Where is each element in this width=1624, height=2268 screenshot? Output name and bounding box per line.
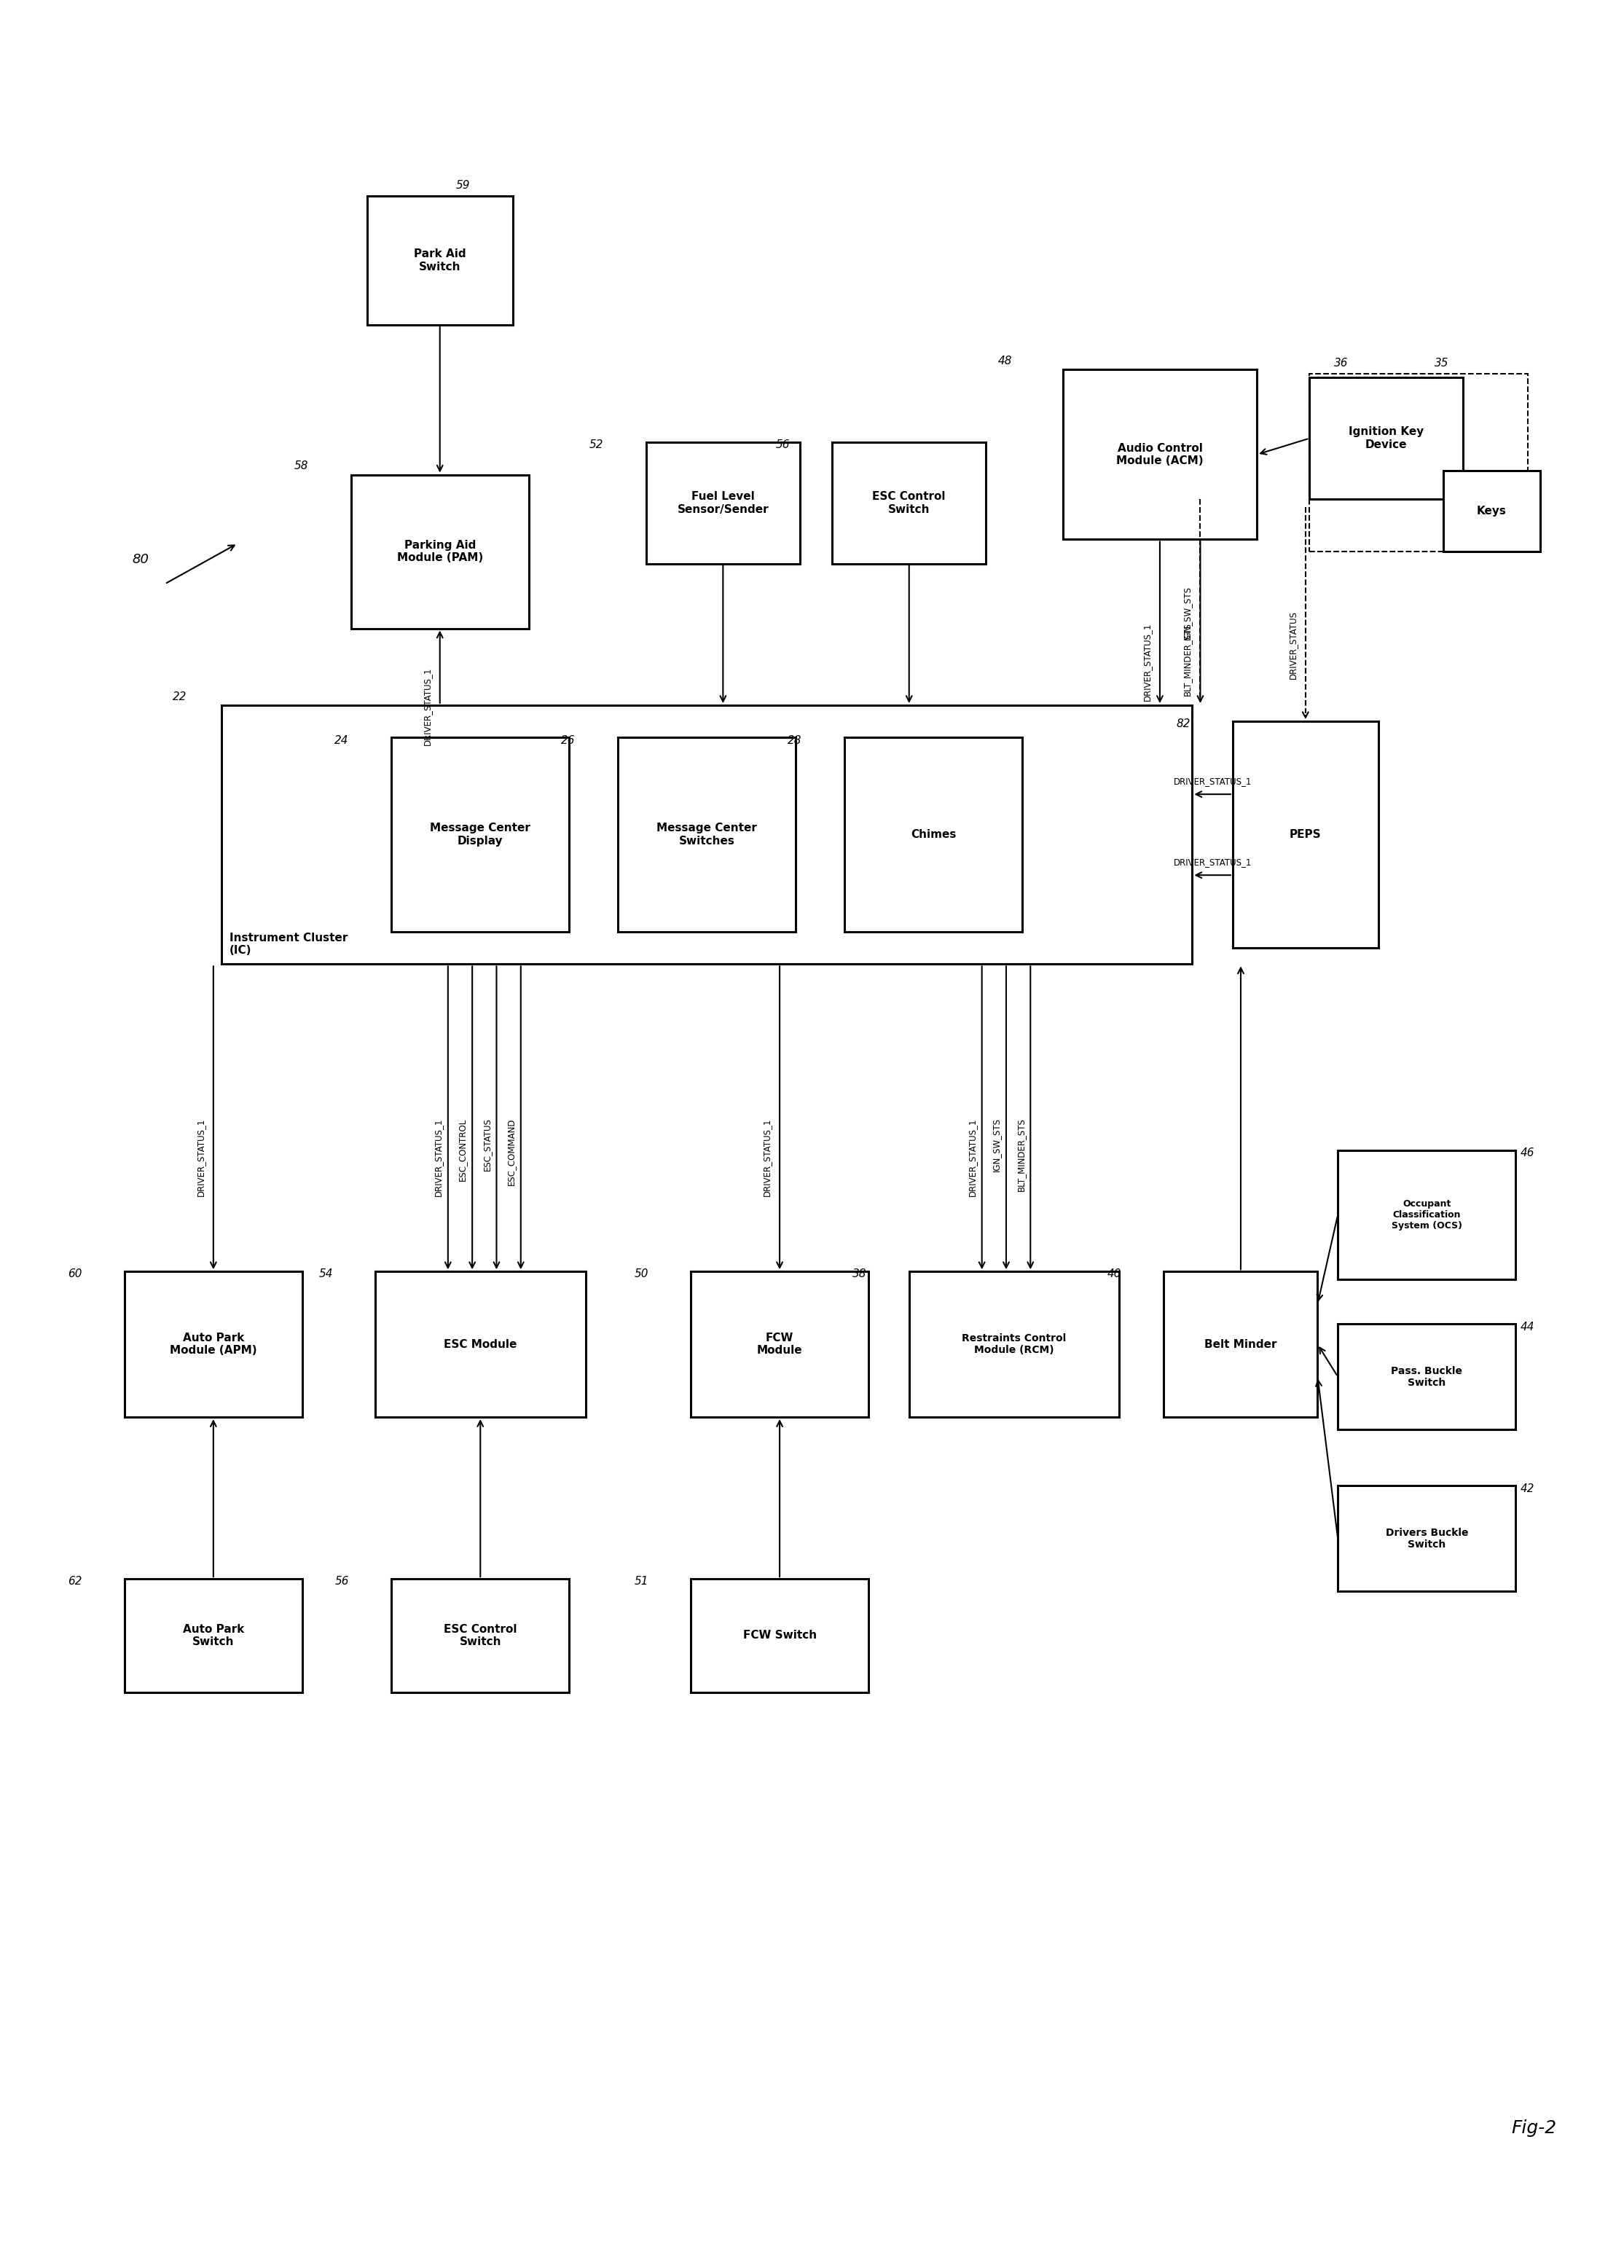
Text: 56: 56 — [776, 440, 789, 451]
Text: DRIVER_STATUS: DRIVER_STATUS — [1288, 610, 1298, 678]
Bar — [1062, 370, 1257, 540]
Bar — [125, 1579, 302, 1692]
Text: Park Aid
Switch: Park Aid Switch — [414, 249, 466, 272]
Bar — [1444, 472, 1540, 551]
Text: 80: 80 — [132, 553, 149, 567]
Text: 40: 40 — [1108, 1268, 1122, 1279]
Text: FCW Switch: FCW Switch — [742, 1631, 817, 1642]
Text: ESC_STATUS: ESC_STATUS — [482, 1118, 492, 1170]
Bar — [1338, 1325, 1515, 1429]
Text: 50: 50 — [633, 1268, 648, 1279]
Text: 51: 51 — [633, 1576, 648, 1588]
Text: Ignition Key
Device: Ignition Key Device — [1350, 426, 1424, 449]
Text: Fig-2: Fig-2 — [1510, 2121, 1556, 2136]
Bar — [1338, 1150, 1515, 1279]
Bar — [391, 737, 570, 932]
Bar — [1309, 374, 1528, 551]
Text: DRIVER_STATUS_1: DRIVER_STATUS_1 — [1173, 857, 1252, 866]
Text: BLT_MINDER_STS: BLT_MINDER_STS — [1182, 621, 1192, 696]
Text: ESC Module: ESC Module — [443, 1338, 516, 1349]
Text: 24: 24 — [335, 735, 349, 746]
Text: BLT_MINDER_STS: BLT_MINDER_STS — [1017, 1118, 1025, 1191]
Bar — [844, 737, 1023, 932]
Text: 35: 35 — [1436, 358, 1449, 370]
Text: DRIVER_STATUS_1: DRIVER_STATUS_1 — [968, 1118, 978, 1195]
Text: 36: 36 — [1333, 358, 1348, 370]
Bar — [617, 737, 796, 932]
Text: DRIVER_STATUS_1: DRIVER_STATUS_1 — [195, 1118, 205, 1195]
Text: ESC_COMMAND: ESC_COMMAND — [507, 1118, 516, 1186]
Text: Restraints Control
Module (RCM): Restraints Control Module (RCM) — [961, 1334, 1067, 1356]
Text: 52: 52 — [590, 440, 604, 451]
Text: Audio Control
Module (ACM): Audio Control Module (ACM) — [1116, 442, 1203, 467]
Bar — [125, 1272, 302, 1418]
Text: Belt Minder: Belt Minder — [1205, 1338, 1276, 1349]
Text: Instrument Cluster
(IC): Instrument Cluster (IC) — [229, 932, 348, 957]
Text: 60: 60 — [68, 1268, 81, 1279]
Text: 59: 59 — [456, 179, 471, 191]
Text: Occupant
Classification
System (OCS): Occupant Classification System (OCS) — [1392, 1200, 1462, 1232]
Text: ESC Control
Switch: ESC Control Switch — [872, 492, 945, 515]
Text: 38: 38 — [853, 1268, 867, 1279]
Text: Message Center
Switches: Message Center Switches — [656, 823, 757, 846]
Bar — [391, 1579, 570, 1692]
Bar — [1164, 1272, 1317, 1418]
Bar — [646, 442, 801, 565]
Text: 58: 58 — [294, 460, 309, 472]
Bar — [1338, 1486, 1515, 1592]
Text: IGN_SW_STS: IGN_SW_STS — [992, 1118, 1000, 1173]
Bar — [909, 1272, 1119, 1418]
Text: Drivers Buckle
Switch: Drivers Buckle Switch — [1385, 1526, 1468, 1549]
Text: Keys: Keys — [1476, 506, 1507, 517]
Text: Chimes: Chimes — [911, 830, 957, 839]
Text: DRIVER_STATUS_1: DRIVER_STATUS_1 — [1142, 621, 1151, 701]
Text: 46: 46 — [1520, 1148, 1535, 1159]
Bar — [690, 1579, 869, 1692]
Text: PEPS: PEPS — [1289, 830, 1322, 839]
Text: 56: 56 — [335, 1576, 349, 1588]
Text: DRIVER_STATUS_1: DRIVER_STATUS_1 — [422, 667, 432, 746]
Bar — [831, 442, 986, 565]
Text: DRIVER_STATUS_1: DRIVER_STATUS_1 — [434, 1118, 443, 1195]
Bar — [221, 705, 1192, 964]
Text: 42: 42 — [1520, 1483, 1535, 1495]
Bar — [351, 474, 529, 628]
Text: DRIVER_STATUS_1: DRIVER_STATUS_1 — [762, 1118, 771, 1195]
Text: Auto Park
Module (APM): Auto Park Module (APM) — [171, 1334, 257, 1356]
Text: DRIVER_STATUS_1: DRIVER_STATUS_1 — [1173, 776, 1252, 787]
Text: Auto Park
Switch: Auto Park Switch — [182, 1624, 244, 1647]
Text: 54: 54 — [318, 1268, 333, 1279]
Text: 22: 22 — [172, 692, 187, 703]
Text: 26: 26 — [562, 735, 575, 746]
Text: ESC_CONTROL: ESC_CONTROL — [458, 1118, 468, 1182]
Text: Fuel Level
Sensor/Sender: Fuel Level Sensor/Sender — [677, 492, 768, 515]
Text: 62: 62 — [68, 1576, 81, 1588]
Bar — [367, 195, 513, 324]
Text: IGN_SW_STS: IGN_SW_STS — [1182, 585, 1192, 640]
Bar — [375, 1272, 586, 1418]
Text: 48: 48 — [999, 356, 1012, 367]
Text: 28: 28 — [788, 735, 802, 746]
Bar — [690, 1272, 869, 1418]
Text: Parking Aid
Module (PAM): Parking Aid Module (PAM) — [396, 540, 482, 562]
Text: 82: 82 — [1176, 719, 1190, 730]
Text: Message Center
Display: Message Center Display — [430, 823, 531, 846]
Text: Pass. Buckle
Switch: Pass. Buckle Switch — [1392, 1365, 1463, 1388]
Bar — [1233, 721, 1379, 948]
Text: 44: 44 — [1520, 1322, 1535, 1331]
Text: ESC Control
Switch: ESC Control Switch — [443, 1624, 516, 1647]
Bar — [1309, 379, 1463, 499]
Text: FCW
Module: FCW Module — [757, 1334, 802, 1356]
